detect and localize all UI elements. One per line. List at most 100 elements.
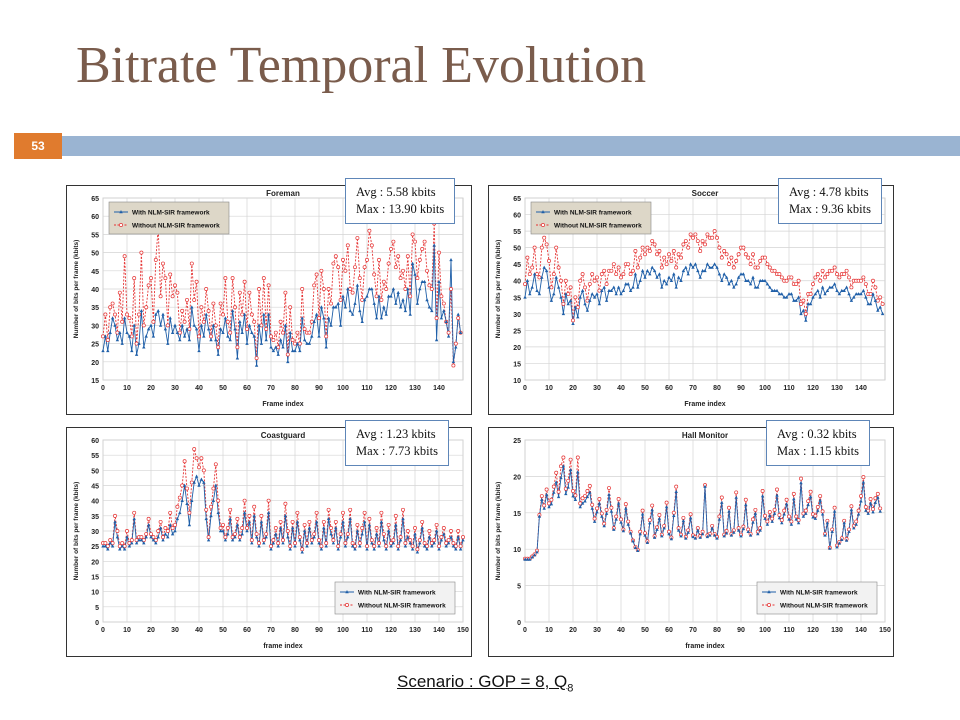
- data-point-with: [197, 483, 201, 487]
- data-point-with: [631, 285, 635, 289]
- data-point-without: [650, 503, 655, 508]
- y-tick-label: 30: [91, 529, 99, 536]
- data-point-with: [374, 532, 379, 536]
- data-point-without: [401, 268, 405, 273]
- data-point-with: [612, 527, 616, 531]
- data-point-with: [792, 497, 796, 501]
- data-point-without: [417, 257, 422, 262]
- x-tick-label: 110: [361, 385, 372, 392]
- data-point-with: [542, 506, 546, 510]
- legend-marker-with: [119, 210, 123, 214]
- data-point-without: [343, 541, 348, 546]
- data-point-without: [861, 275, 866, 280]
- data-point-without: [777, 272, 782, 277]
- data-point-with: [830, 285, 834, 289]
- data-point-without: [686, 245, 691, 250]
- data-point-with: [355, 529, 360, 533]
- data-point-with: [595, 510, 599, 514]
- data-point-without: [657, 248, 662, 253]
- data-point-with: [660, 534, 664, 538]
- data-point-with: [415, 550, 420, 554]
- data-point-without: [264, 327, 269, 331]
- x-tick-label: 50: [219, 627, 227, 634]
- x-axis-label: frame index: [263, 643, 302, 650]
- data-point-without: [451, 541, 456, 546]
- data-point-without: [547, 501, 551, 506]
- x-tick-label: 40: [617, 627, 625, 634]
- data-point-without: [611, 262, 616, 267]
- data-point-without: [312, 532, 317, 536]
- data-point-without: [571, 489, 575, 493]
- data-point-with: [461, 538, 465, 542]
- data-point-without: [341, 510, 345, 515]
- y-tick-label: 65: [91, 196, 99, 203]
- data-point-with: [576, 470, 580, 474]
- data-point-with: [300, 550, 304, 554]
- data-point-with: [216, 352, 220, 356]
- data-point-without: [115, 529, 120, 533]
- data-point-with: [561, 311, 566, 316]
- data-point-without: [635, 265, 640, 270]
- data-point-without: [350, 290, 355, 295]
- data-point-with: [535, 288, 539, 292]
- data-point-without: [353, 265, 357, 270]
- data-point-without: [532, 245, 537, 250]
- data-point-without: [863, 505, 868, 509]
- data-point-without: [820, 268, 825, 273]
- data-point-without: [245, 327, 249, 331]
- y-tick-label: 30: [513, 312, 521, 319]
- data-point-with: [880, 311, 885, 316]
- data-point-with: [139, 538, 144, 542]
- data-point-with: [166, 535, 170, 539]
- data-point-without: [760, 489, 765, 493]
- data-point-with: [274, 532, 278, 536]
- data-point-without: [276, 541, 281, 546]
- data-point-with: [595, 292, 599, 296]
- data-point-without: [563, 486, 568, 491]
- data-point-with: [794, 298, 798, 302]
- y-tick-label: 40: [91, 499, 99, 506]
- data-point-with: [813, 516, 818, 520]
- data-point-without: [317, 538, 321, 543]
- data-point-without: [439, 535, 444, 540]
- data-point-with: [604, 511, 609, 515]
- data-point-without: [331, 261, 336, 266]
- data-point-with: [406, 535, 410, 539]
- data-point-with: [305, 544, 309, 548]
- data-point-without: [161, 535, 165, 540]
- data-point-with: [784, 502, 789, 506]
- data-point-without: [875, 491, 880, 496]
- callout-hall-monitor: Avg : 0.32 kbits Max : 1.15 kbits: [766, 420, 870, 466]
- data-point-without: [655, 252, 659, 257]
- data-point-with: [276, 544, 280, 548]
- x-tick-label: 120: [385, 627, 397, 634]
- data-point-with: [612, 285, 616, 289]
- data-point-without: [765, 262, 770, 267]
- data-point-without: [216, 498, 221, 503]
- data-point-with: [278, 338, 283, 342]
- y-tick-label: 45: [513, 262, 521, 269]
- data-point-without: [324, 541, 329, 546]
- data-point-with: [705, 534, 710, 539]
- data-point-with: [158, 323, 163, 327]
- data-point-with: [192, 480, 196, 484]
- data-point-without: [405, 254, 410, 259]
- data-point-without: [173, 522, 177, 527]
- data-point-with: [166, 341, 170, 345]
- x-tick-label: 110: [783, 385, 794, 392]
- data-point-with: [396, 547, 400, 551]
- data-point-without: [408, 538, 413, 543]
- data-point-without: [216, 345, 221, 350]
- data-point-with: [278, 526, 283, 530]
- data-point-with: [449, 257, 453, 262]
- data-point-with: [353, 301, 357, 305]
- data-point-without: [741, 245, 746, 250]
- x-tick-label: 120: [385, 385, 397, 392]
- data-point-with: [705, 262, 710, 266]
- data-point-with: [808, 301, 813, 306]
- data-point-without: [751, 252, 755, 257]
- data-point-with: [564, 292, 568, 296]
- data-point-with: [144, 334, 148, 338]
- y-tick-label: 60: [91, 214, 99, 221]
- data-point-without: [165, 529, 170, 533]
